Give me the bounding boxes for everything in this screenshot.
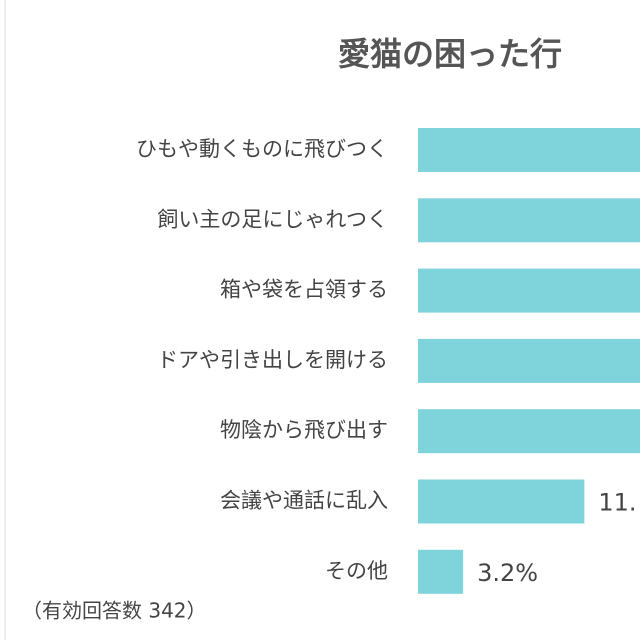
bar: [418, 128, 640, 172]
bar: [418, 338, 640, 383]
category-label: 飼い主の足にじゃれつく: [157, 207, 388, 231]
category-label: ドアや引き出しを開ける: [157, 348, 388, 372]
bar: [418, 198, 640, 243]
category-label: 箱や袋を占領する: [220, 278, 388, 302]
chart-title: 愛猫の困った行: [338, 35, 562, 73]
bar: [418, 268, 640, 313]
bar: [418, 549, 464, 594]
bar: [418, 409, 640, 454]
category-label: その他: [325, 559, 388, 583]
category-label: ひもや動くものに飛びつく: [136, 137, 388, 161]
bar: [418, 479, 585, 524]
note: （有効回答数 342）: [22, 599, 207, 623]
value-label: 11.: [598, 489, 636, 517]
value-label: 3.2%: [477, 559, 538, 587]
category-label: 会議や通話に乱入: [220, 489, 388, 513]
category-label: 物陰から飛び出す: [220, 418, 388, 442]
